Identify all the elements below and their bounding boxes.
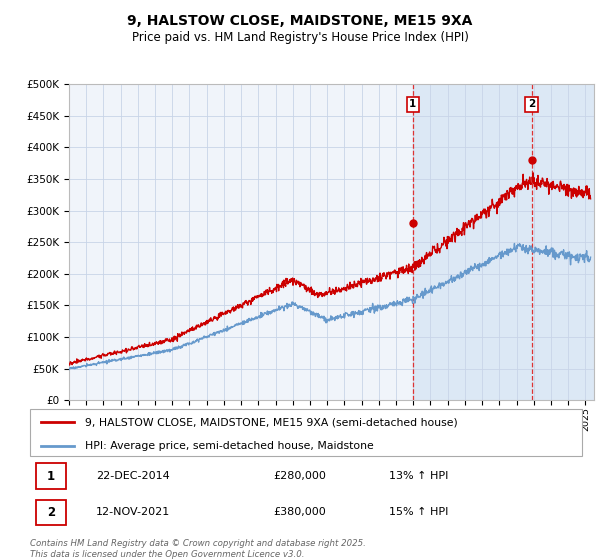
Text: Price paid vs. HM Land Registry's House Price Index (HPI): Price paid vs. HM Land Registry's House … [131, 31, 469, 44]
Text: 9, HALSTOW CLOSE, MAIDSTONE, ME15 9XA: 9, HALSTOW CLOSE, MAIDSTONE, ME15 9XA [127, 14, 473, 28]
Text: 9, HALSTOW CLOSE, MAIDSTONE, ME15 9XA (semi-detached house): 9, HALSTOW CLOSE, MAIDSTONE, ME15 9XA (s… [85, 417, 458, 427]
Bar [35, 500, 66, 525]
Text: HPI: Average price, semi-detached house, Maidstone: HPI: Average price, semi-detached house,… [85, 441, 374, 451]
Text: 12-NOV-2021: 12-NOV-2021 [96, 507, 170, 517]
Text: Contains HM Land Registry data © Crown copyright and database right 2025.
This d: Contains HM Land Registry data © Crown c… [30, 539, 366, 559]
Text: 2: 2 [47, 506, 55, 519]
Text: 22-DEC-2014: 22-DEC-2014 [96, 471, 170, 481]
Text: 1: 1 [47, 469, 55, 483]
Text: 15% ↑ HPI: 15% ↑ HPI [389, 507, 448, 517]
Text: 2: 2 [528, 99, 535, 109]
Bar [413, 84, 594, 400]
Text: 13% ↑ HPI: 13% ↑ HPI [389, 471, 448, 481]
Text: 1: 1 [409, 99, 416, 109]
Text: £280,000: £280,000 [273, 471, 326, 481]
Text: £380,000: £380,000 [273, 507, 326, 517]
Bar [35, 464, 66, 488]
